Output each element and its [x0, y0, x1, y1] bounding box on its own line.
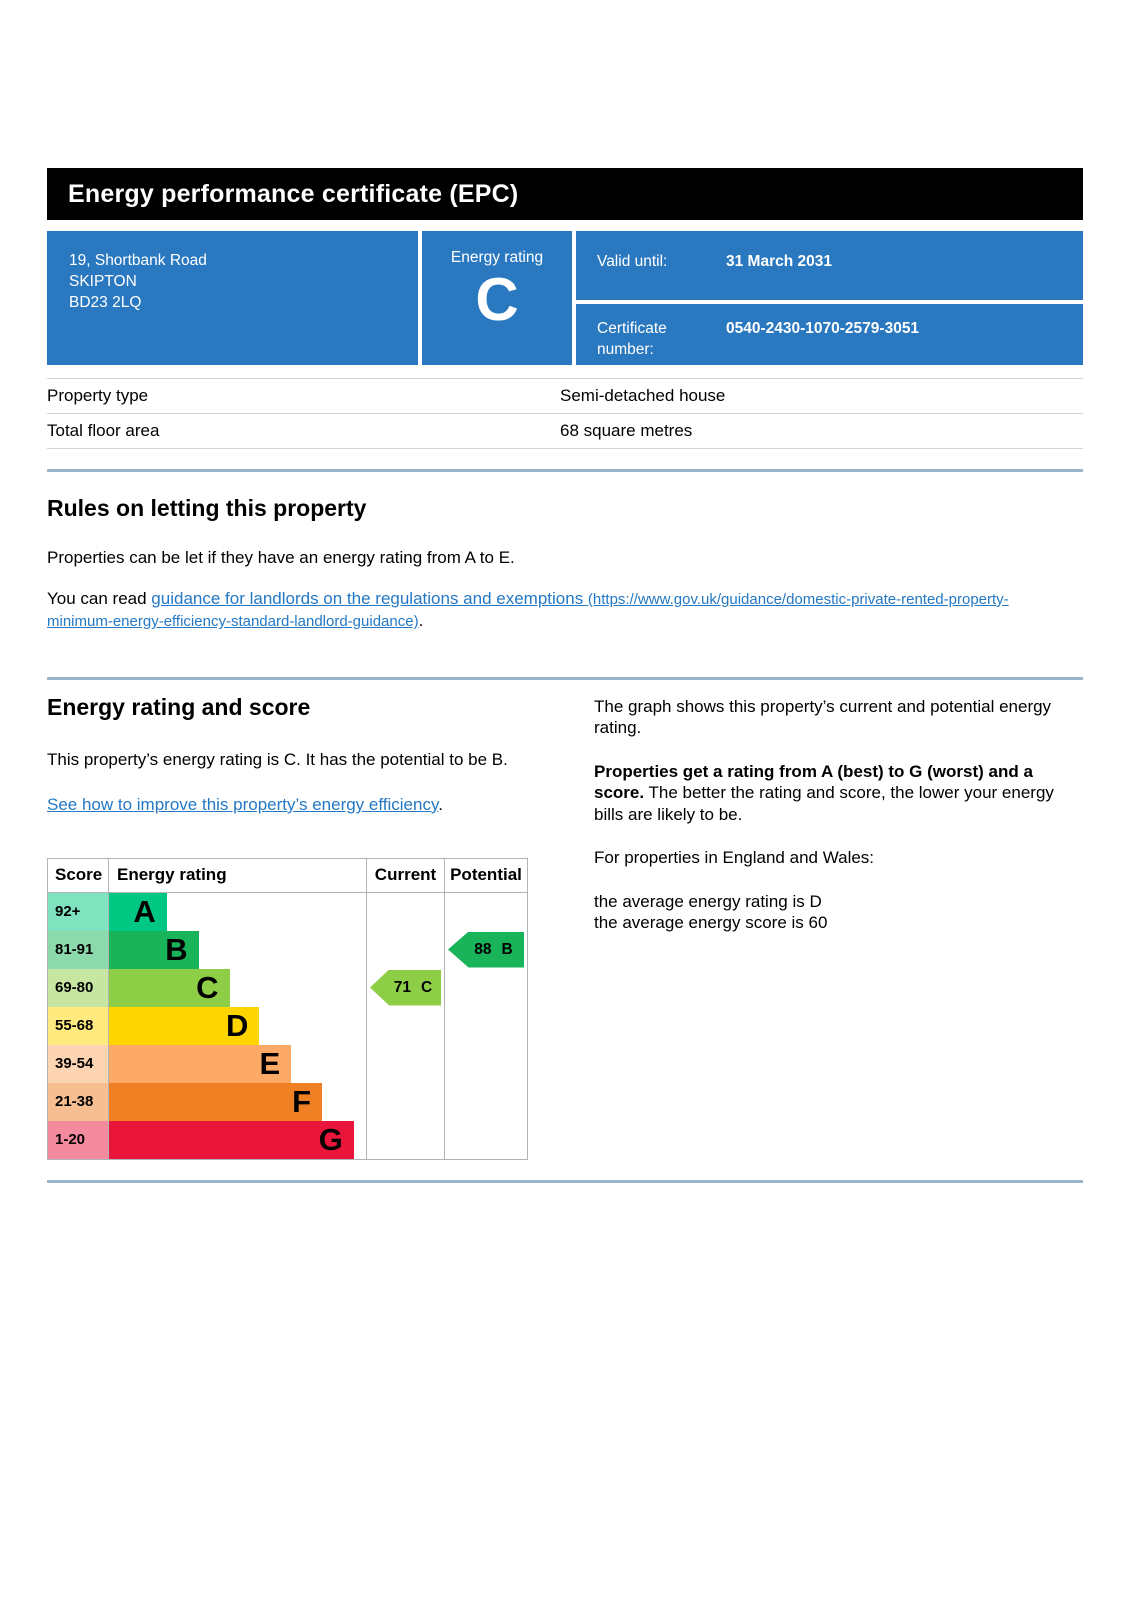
page-title: Energy performance certificate (EPC): [68, 179, 519, 208]
landlord-guidance-link-url: (https://www.gov.uk/guidance/domestic-pr…: [47, 590, 1009, 631]
epc-certificate-page: Energy performance certificate (EPC) 19,…: [47, 0, 1083, 1183]
improve-link-suffix: .: [438, 795, 443, 814]
certificate-title-bar: Energy performance certificate (EPC): [47, 168, 1083, 220]
chart-header-score: Score: [55, 865, 103, 884]
score-range-f: 21-38: [48, 1082, 108, 1121]
epc-rating-chart: Score Energy rating Current Potential 92…: [47, 857, 528, 1160]
rating-explanation: Properties get a rating from A (best) to…: [594, 761, 1083, 826]
rating-summary-paragraph: This property’s energy rating is C. It h…: [47, 749, 508, 769]
section-divider: [47, 469, 1083, 472]
validity-panels: Valid until: 31 March 2031 Certificate n…: [576, 231, 1083, 365]
rules-paragraph: Properties can be let if they have an en…: [47, 548, 515, 567]
chart-current-column: 71 C: [366, 892, 444, 1159]
rules-section: Rules on letting this property Propertie…: [47, 495, 1083, 633]
current-score: 71: [393, 978, 412, 996]
score-range-b: 81-91: [48, 930, 108, 969]
average-values: the average energy rating is D the averag…: [594, 891, 1083, 934]
landlord-guidance-link[interactable]: guidance for landlords on the regulation…: [47, 589, 1009, 631]
total-floor-area-value: 68 square metres: [560, 421, 693, 440]
chart-header-current: Current: [366, 858, 444, 892]
improve-efficiency-link[interactable]: See how to improve this property’s energ…: [47, 795, 439, 814]
band-bar-b: B: [109, 930, 199, 969]
landlord-guidance-link-text: guidance for landlords on the regulation…: [151, 588, 588, 608]
chart-header-potential: Potential: [444, 858, 527, 892]
chart-potential-column: 88 B: [444, 892, 527, 1159]
rules-guidance-paragraph: You can read guidance for landlords on t…: [47, 588, 1057, 633]
energy-rating-section: Energy rating and score This property’s …: [47, 680, 1083, 1160]
band-bar-g: G: [109, 1120, 354, 1159]
valid-until-panel: Valid until: 31 March 2031: [576, 231, 1083, 300]
property-type-value: Semi-detached house: [560, 386, 726, 405]
guidance-text-suffix: .: [418, 611, 424, 630]
average-score-line: the average energy score is 60: [594, 913, 828, 932]
average-rating-line: the average energy rating is D: [594, 891, 822, 911]
band-bar-e: E: [109, 1044, 292, 1083]
energy-rating-value: C: [475, 266, 519, 333]
property-address-panel: 19, Shortbank Road SKIPTON BD23 2LQ: [47, 231, 418, 365]
score-range-a: 92+: [48, 892, 108, 931]
improve-paragraph: See how to improve this property’s energ…: [47, 794, 528, 816]
chart-score-column: 92+ 81-91 69-80 55-68 39-54 21-38 1-20: [48, 892, 108, 1159]
potential-rating-arrow: 88 B: [448, 931, 524, 968]
section-divider: [47, 676, 1083, 680]
rules-heading: Rules on letting this property: [47, 495, 367, 521]
england-wales-intro: For properties in England and Wales:: [594, 848, 875, 867]
current-rating-arrow: 71 C: [370, 969, 441, 1006]
valid-until-value: 31 March 2031: [726, 253, 832, 270]
property-type-label: Property type: [47, 386, 149, 405]
energy-rating-label: Energy rating: [450, 249, 544, 266]
address-line-3: BD23 2LQ: [69, 294, 142, 311]
chart-header-energy-rating: Energy rating: [108, 858, 366, 892]
chart-body: 92+ 81-91 69-80 55-68 39-54 21-38 1-20 A…: [48, 892, 527, 1159]
band-bar-d: D: [109, 1006, 260, 1045]
rating-heading: Energy rating and score: [47, 693, 311, 720]
chart-header-row: Score Energy rating Current Potential: [48, 858, 527, 893]
valid-until-label: Valid until:: [597, 253, 668, 270]
band-bar-c: C: [109, 968, 230, 1007]
graph-description: The graph shows this property’s current …: [594, 696, 1052, 738]
chart-bars-column: A B C D E F G: [108, 892, 366, 1159]
rating-left-column: Energy rating and score This property’s …: [47, 680, 528, 1160]
rating-right-column: The graph shows this property’s current …: [594, 680, 1083, 1160]
band-bar-a: A: [109, 892, 167, 931]
band-bar-f: F: [109, 1082, 323, 1121]
certificate-summary: 19, Shortbank Road SKIPTON BD23 2LQ Ener…: [47, 231, 1083, 365]
certificate-number-label: Certificate number:: [597, 320, 667, 358]
energy-rating-panel: Energy rating C: [422, 231, 572, 365]
address-line-2: SKIPTON: [69, 273, 137, 290]
potential-score: 88: [474, 940, 492, 958]
address-line-1: 19, Shortbank Road: [69, 252, 207, 269]
guidance-text-prefix: You can read: [47, 588, 152, 608]
rating-explanation-bold: Properties get a rating from A (best) to…: [594, 761, 1033, 803]
potential-letter: B: [501, 940, 513, 958]
score-range-e: 39-54: [48, 1044, 108, 1083]
current-letter: C: [421, 978, 433, 996]
score-range-c: 69-80: [48, 968, 108, 1007]
total-floor-area-label: Total floor area: [47, 421, 160, 440]
certificate-number-panel: Certificate number: 0540-2430-1070-2579-…: [576, 304, 1083, 365]
table-row: Total floor area 68 square metres: [47, 414, 1083, 449]
certificate-number-value: 0540-2430-1070-2579-3051: [726, 320, 920, 337]
section-divider: [47, 1179, 1083, 1183]
property-details-table: Property type Semi-detached house Total …: [47, 378, 1083, 449]
table-row: Property type Semi-detached house: [47, 379, 1083, 414]
rating-explanation-rest: The better the rating and score, the low…: [594, 783, 1054, 824]
score-range-d: 55-68: [48, 1006, 108, 1045]
score-range-g: 1-20: [48, 1120, 108, 1159]
